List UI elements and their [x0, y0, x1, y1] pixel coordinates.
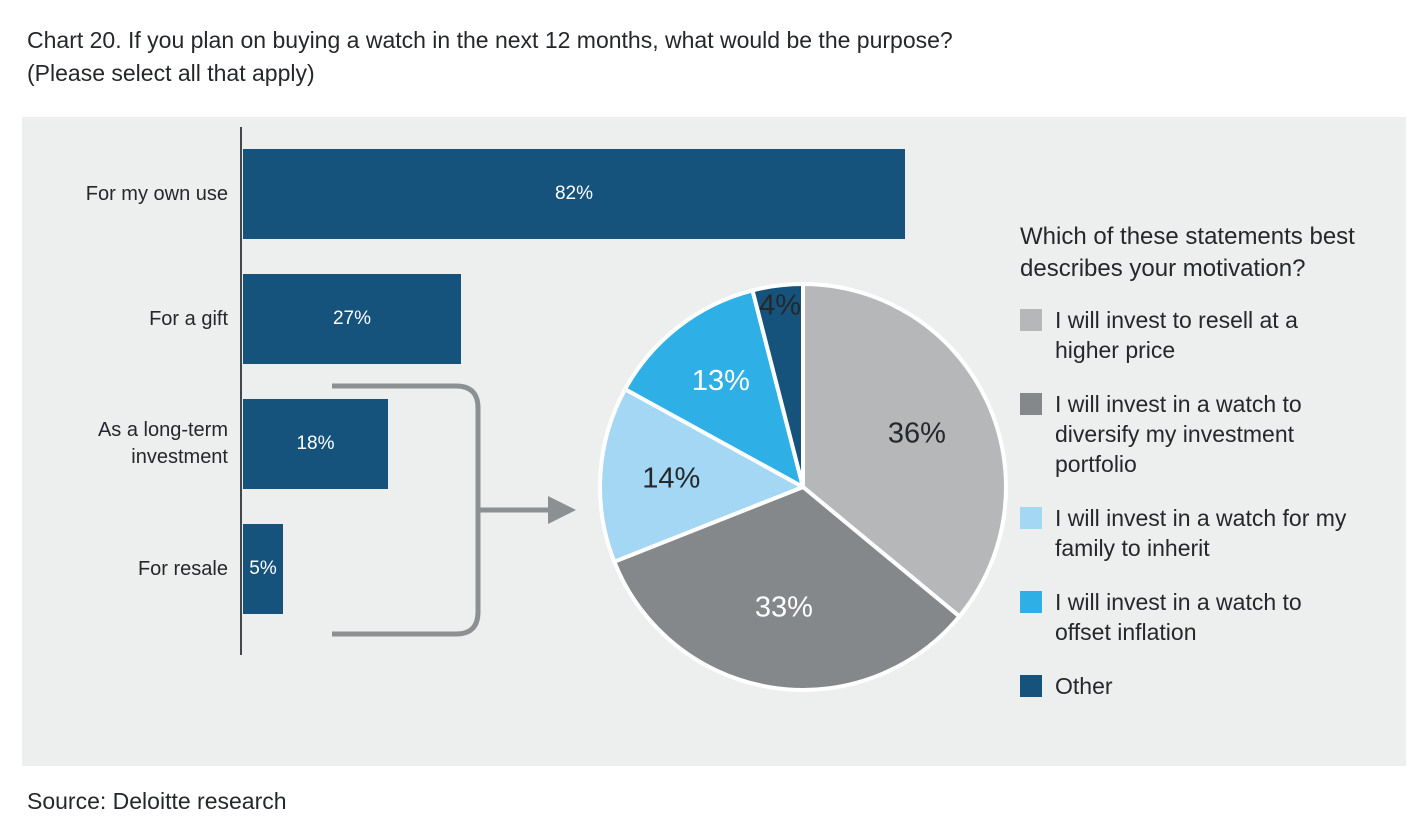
- pie-chart: 36% 33% 14% 13% 4%: [598, 282, 1008, 692]
- legend-swatch: [1020, 675, 1042, 697]
- arrow-head-icon: [548, 496, 576, 524]
- legend-item: I will invest to resell at a higher pric…: [1020, 305, 1392, 365]
- source-note: Source: Deloitte research: [27, 788, 287, 814]
- legend-label: I will invest in a watch to diversify my…: [1055, 391, 1302, 477]
- bar: 82%: [243, 149, 905, 239]
- pie-slice-33pct: [612, 485, 962, 692]
- bar-value-label: 27%: [332, 308, 372, 329]
- bar-category-label: For a gift: [149, 307, 228, 330]
- bar-category-label: As a long-term investment: [97, 419, 228, 468]
- bar-row: For my own use 82%: [22, 149, 1406, 239]
- legend-item: I will invest in a watch for my family t…: [1020, 503, 1392, 563]
- bar-value-label: 5%: [249, 558, 277, 579]
- pie-slice-14pct: [598, 387, 805, 564]
- legend-swatch: [1020, 591, 1042, 613]
- legend-item: I will invest in a watch to offset infla…: [1020, 587, 1392, 647]
- bar-row: As a long-term investment 18%: [22, 399, 1406, 489]
- bar-value-label: 18%: [296, 433, 335, 454]
- pie-slice-4pct: [750, 282, 805, 489]
- bar-category-label: For resale: [137, 557, 228, 580]
- bar-chart: For my own use 82% For a gift 27% As a long-…: [22, 149, 1406, 649]
- bracket-path: [332, 383, 481, 637]
- legend-label: I will invest to resell at a higher pric…: [1055, 307, 1298, 363]
- legend-swatch: [1020, 309, 1042, 331]
- chart-panel: For my own use 82% For a gift 27% As a long-…: [22, 117, 1406, 766]
- bar: 27%: [243, 274, 461, 364]
- legend-items: I will invest to resell at a higher pric…: [1020, 305, 1392, 701]
- legend-item: I will invest in a watch to diversify my…: [1020, 389, 1392, 479]
- bracket-arrow: [332, 383, 576, 637]
- legend: Which of these statements best describes…: [1020, 221, 1392, 725]
- pie-value-label: 4%: [759, 290, 801, 322]
- bar: 5%: [243, 524, 283, 614]
- pie-value-label: 36%: [888, 417, 946, 449]
- chart-title-line2: (Please select all that apply): [27, 60, 315, 86]
- legend-item: Other: [1020, 671, 1392, 701]
- legend-swatch: [1020, 507, 1042, 529]
- legend-label: I will invest in a watch to offset infla…: [1055, 589, 1302, 645]
- bar-value-label: 82%: [554, 183, 594, 204]
- legend-title: Which of these statements best describes…: [1020, 223, 1355, 282]
- bar-category-label: For my own use: [85, 182, 228, 205]
- bar: 18%: [243, 399, 388, 489]
- pie-value-label: 33%: [755, 591, 813, 623]
- chart-title-line1: Chart 20. If you plan on buying a watch …: [27, 27, 953, 53]
- bar-axis-line: [240, 127, 242, 655]
- legend-label: Other: [1055, 673, 1113, 699]
- pie-value-label: 13%: [692, 365, 750, 397]
- bar-row: For resale 5%: [22, 524, 1406, 614]
- chart-title: Chart 20. If you plan on buying a watch …: [27, 24, 953, 90]
- pie-slice-13pct: [623, 288, 805, 489]
- pie-slice-36pct: [801, 282, 1008, 619]
- legend-swatch: [1020, 393, 1042, 415]
- pie-value-label: 14%: [642, 463, 700, 495]
- bar-row: For a gift 27%: [22, 274, 1406, 364]
- legend-label: I will invest in a watch for my family t…: [1055, 505, 1347, 561]
